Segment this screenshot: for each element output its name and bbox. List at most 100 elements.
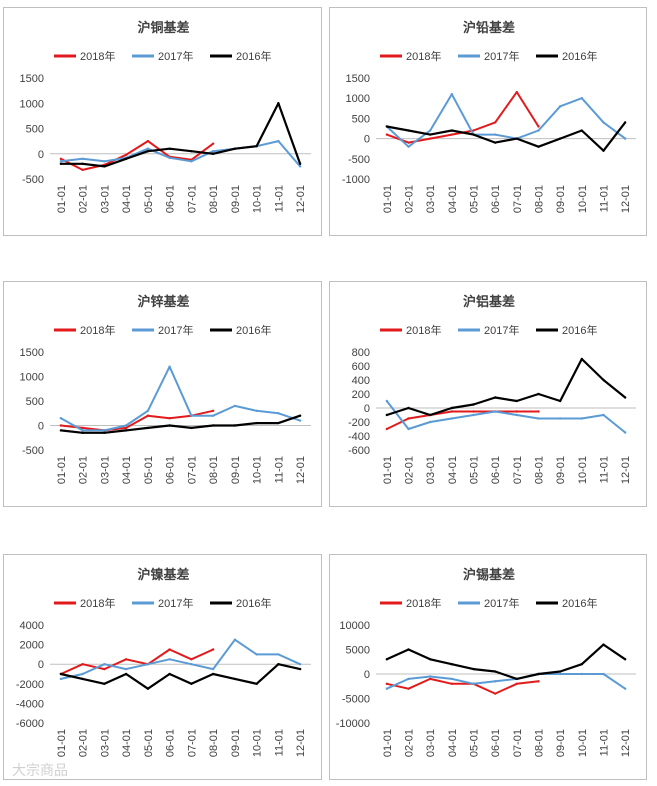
- y-tick-label: -500: [348, 154, 370, 166]
- data-point: [493, 670, 497, 673]
- data-point: [277, 102, 280, 105]
- data-point: [537, 145, 540, 148]
- data-point: [81, 162, 84, 166]
- data-point: [277, 653, 280, 656]
- data-point: [277, 663, 280, 666]
- data-point: [450, 682, 454, 685]
- data-point: [190, 160, 193, 163]
- data-point: [255, 653, 258, 656]
- chart-title: 沪锡基差: [463, 567, 515, 583]
- y-tick-label: 0: [364, 669, 370, 681]
- series-line: [386, 91, 540, 144]
- data-point: [472, 410, 475, 413]
- x-tick-label: 05-01: [469, 729, 481, 757]
- y-tick-label: -10000: [336, 718, 370, 730]
- data-point: [59, 672, 63, 676]
- x-tick-label: 03-01: [99, 456, 111, 484]
- x-tick-label: 05-01: [143, 729, 155, 757]
- data-point: [385, 133, 389, 136]
- y-tick-label: -400: [348, 431, 370, 443]
- data-point: [450, 129, 454, 132]
- data-point: [298, 667, 302, 671]
- data-point: [493, 141, 497, 144]
- data-point: [190, 426, 193, 430]
- x-tick-label: 08-01: [534, 185, 546, 213]
- x-tick-label: 09-01: [230, 185, 242, 213]
- data-point: [602, 121, 605, 124]
- x-tick-label: 07-01: [186, 729, 198, 757]
- data-point: [233, 638, 237, 641]
- x-tick-label: 09-01: [555, 185, 567, 213]
- data-point: [602, 643, 605, 646]
- data-point: [124, 424, 128, 427]
- data-point: [385, 413, 389, 417]
- x-tick-label: 07-01: [186, 456, 198, 484]
- watermark: 大宗商品: [12, 763, 68, 779]
- data-point: [233, 424, 237, 427]
- data-point: [146, 150, 150, 153]
- data-point: [298, 165, 302, 168]
- data-point: [168, 424, 171, 427]
- chart-panel-tin: 沪锡基差 2018年 2017年 2016年 -10000 -5000 0 5000 10000…: [329, 554, 647, 780]
- data-point: [537, 680, 540, 683]
- data-point: [428, 675, 432, 678]
- data-point: [59, 677, 63, 681]
- y-tick-label: 10000: [339, 620, 370, 632]
- data-point: [493, 680, 497, 683]
- x-tick-label: 05-01: [143, 456, 155, 484]
- data-point: [450, 92, 454, 96]
- x-tick-label: 10-01: [252, 456, 264, 484]
- data-point: [623, 431, 627, 434]
- chart-panel-aluminum: 沪铝基差 2018年 2017年 2016年 -600 -400 -200 0 200 400 60…: [329, 281, 647, 507]
- x-tick-label: 10-01: [252, 185, 264, 213]
- data-point: [558, 670, 562, 673]
- data-point: [385, 125, 389, 128]
- data-point: [623, 121, 627, 124]
- x-tick-label: 10-01: [252, 729, 264, 757]
- data-point: [233, 147, 237, 150]
- data-point: [124, 153, 128, 156]
- data-point: [124, 426, 128, 430]
- y-tick-label: 0: [38, 659, 44, 671]
- data-point: [277, 139, 280, 143]
- data-point: [472, 667, 475, 671]
- data-point: [255, 144, 258, 148]
- legend-label: 2016年: [562, 596, 597, 610]
- series-line: [386, 673, 626, 690]
- x-tick-label: 09-01: [555, 729, 567, 757]
- data-point: [298, 419, 302, 422]
- data-point: [190, 658, 193, 661]
- series-line: [60, 663, 301, 690]
- data-point: [602, 413, 605, 417]
- data-point: [472, 133, 475, 136]
- data-point: [211, 648, 215, 651]
- data-point: [407, 141, 410, 144]
- x-tick-label: 07-01: [512, 185, 524, 213]
- x-tick-label: 03-01: [99, 729, 111, 757]
- chart-svg-0: 沪铜基差 2018年 2017年 2016年 -500 0 500 1000 1500 01-01…: [20, 20, 311, 213]
- x-tick-label: 11-01: [599, 456, 611, 483]
- data-point: [255, 421, 258, 425]
- legend-label: 2016年: [236, 596, 271, 610]
- data-point: [493, 396, 497, 399]
- data-point: [168, 416, 171, 420]
- x-tick-label: 12-01: [295, 456, 307, 484]
- data-point: [81, 426, 84, 430]
- legend-label: 2018年: [80, 49, 115, 63]
- y-tick-label: 600: [352, 361, 370, 373]
- data-point: [428, 420, 432, 424]
- y-tick-label: 0: [38, 421, 44, 433]
- data-point: [59, 416, 63, 420]
- data-point: [580, 97, 584, 100]
- series-2018年: [385, 90, 540, 144]
- chart-svg-3: 沪铝基差 2018年 2017年 2016年 -600 -400 -200 0 200 400 60…: [348, 294, 636, 484]
- x-tick-label: 11-01: [599, 185, 611, 212]
- data-point: [450, 417, 454, 420]
- legend-label: 2016年: [562, 49, 597, 63]
- chart-svg-1: 沪铅基差 2018年 2017年 2016年 -1000 -500 0 500 1000 1500…: [342, 20, 636, 213]
- legend-label: 2018年: [406, 596, 441, 610]
- data-point: [81, 168, 84, 172]
- data-point: [515, 90, 519, 94]
- x-tick-label: 06-01: [165, 185, 177, 213]
- series-line: [386, 121, 627, 152]
